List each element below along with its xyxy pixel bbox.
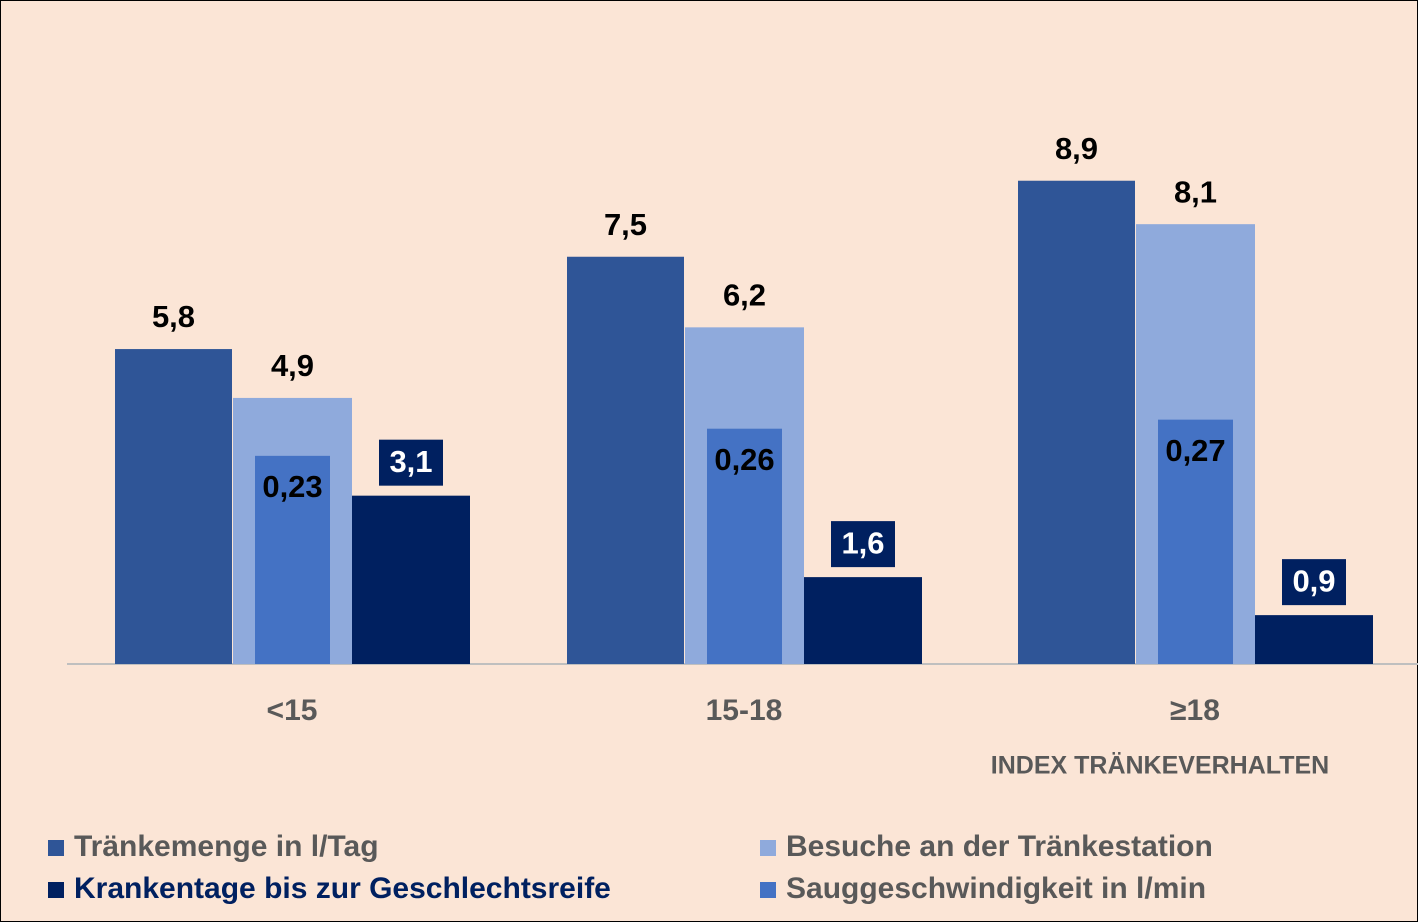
legend-label: Krankentage bis zur Geschlechtsreife: [74, 872, 611, 905]
data-label: 0,9: [1292, 563, 1335, 598]
bar: [1158, 419, 1233, 664]
x-axis-label: INDEX TRÄNKEVERHALTEN: [991, 752, 1329, 780]
legend-swatch: [48, 882, 64, 898]
legend-label: Besuche an der Tränkestation: [786, 830, 1213, 863]
data-label-box: [379, 439, 443, 486]
legend-swatch: [760, 882, 776, 898]
legend-swatch: [48, 840, 64, 856]
data-label: 4,9: [271, 348, 314, 383]
data-label: 8,9: [1055, 131, 1098, 166]
bar: [115, 349, 232, 664]
bar: [352, 495, 470, 664]
bar: [255, 455, 330, 664]
bar: [804, 577, 922, 664]
legend-swatch: [760, 840, 776, 856]
data-label-box: [831, 521, 895, 568]
data-label: 5,8: [152, 299, 195, 334]
x-tick-label: <15: [267, 694, 318, 727]
data-label: 0,26: [714, 442, 774, 477]
data-label: 8,1: [1174, 174, 1217, 209]
bar: [1255, 615, 1373, 664]
data-label-box: [1282, 559, 1346, 606]
legend-label: Sauggeschwindigkeit in l/min: [786, 872, 1206, 905]
bar: [1018, 180, 1135, 665]
data-label: 6,2: [723, 278, 766, 313]
bar: [567, 256, 684, 664]
data-label: 3,1: [389, 444, 432, 479]
bar: [707, 428, 782, 664]
x-tick-label: ≥18: [1170, 694, 1220, 727]
x-tick-label: 15-18: [706, 694, 783, 727]
data-label: 1,6: [841, 525, 884, 560]
data-label: 7,5: [604, 207, 647, 242]
data-label: 0,23: [262, 469, 322, 504]
data-label: 0,27: [1165, 433, 1225, 468]
legend-label: Tränkemenge in l/Tag: [74, 830, 379, 863]
